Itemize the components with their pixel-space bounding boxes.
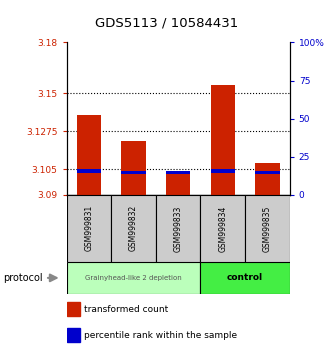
Bar xyxy=(255,162,280,195)
Bar xyxy=(67,302,80,316)
FancyBboxPatch shape xyxy=(245,195,290,262)
Bar xyxy=(121,171,146,175)
Text: control: control xyxy=(227,273,263,282)
Text: protocol: protocol xyxy=(3,273,43,283)
FancyBboxPatch shape xyxy=(67,262,200,294)
FancyBboxPatch shape xyxy=(111,195,156,262)
Bar xyxy=(67,328,80,342)
Bar xyxy=(210,85,235,195)
Bar xyxy=(166,171,190,175)
Text: GSM999834: GSM999834 xyxy=(218,205,227,252)
FancyBboxPatch shape xyxy=(67,195,111,262)
Bar xyxy=(77,169,101,173)
Bar xyxy=(210,169,235,173)
Bar xyxy=(255,171,280,175)
Text: GSM999835: GSM999835 xyxy=(263,205,272,252)
Bar xyxy=(121,141,146,195)
Text: GSM999831: GSM999831 xyxy=(84,205,94,251)
Text: transformed count: transformed count xyxy=(85,305,169,314)
FancyBboxPatch shape xyxy=(156,195,200,262)
Text: percentile rank within the sample: percentile rank within the sample xyxy=(85,331,237,340)
FancyBboxPatch shape xyxy=(200,262,290,294)
Bar xyxy=(166,173,190,195)
Text: Grainyhead-like 2 depletion: Grainyhead-like 2 depletion xyxy=(85,275,182,281)
Text: GSM999833: GSM999833 xyxy=(173,205,183,252)
Bar xyxy=(77,115,101,195)
Text: GSM999832: GSM999832 xyxy=(129,205,138,251)
Text: GDS5113 / 10584431: GDS5113 / 10584431 xyxy=(95,17,238,29)
FancyBboxPatch shape xyxy=(200,195,245,262)
